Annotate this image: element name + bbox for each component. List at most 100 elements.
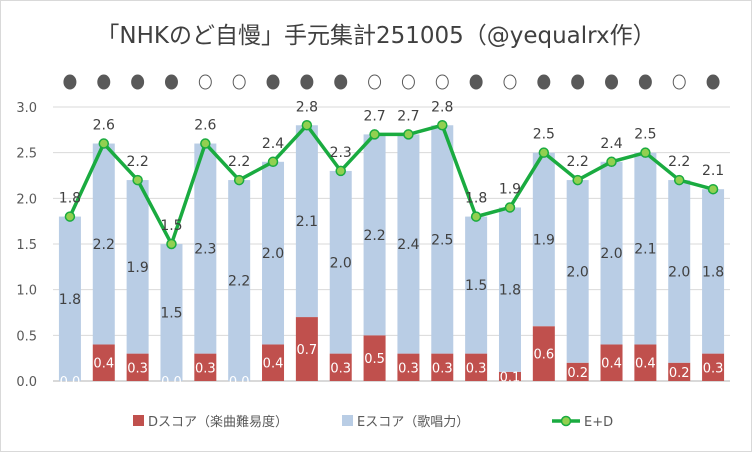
e-score-bar <box>228 180 251 381</box>
e-score-bar <box>600 161 623 345</box>
open-marker-icon <box>503 74 517 90</box>
e-score-bar <box>668 180 691 363</box>
e-score-label: 2.0 <box>600 246 622 262</box>
filled-marker-icon <box>164 74 178 90</box>
e-plus-d-point <box>403 129 414 140</box>
d-score-bar <box>634 344 657 381</box>
d-score-label: 0.4 <box>263 357 284 372</box>
legend-e-label: Eスコア（歌唱力） <box>357 415 469 430</box>
e-plus-d-point <box>166 238 177 250</box>
e-plus-d-point <box>707 183 719 195</box>
open-marker-icon <box>232 74 246 90</box>
d-score-label: 0.5 <box>364 352 385 367</box>
d-score-bar <box>532 326 555 381</box>
filled-marker-icon <box>605 74 619 90</box>
d-score-label: 0.7 <box>297 343 318 358</box>
filled-marker-icon <box>537 74 551 90</box>
e-plus-d-point <box>504 202 516 213</box>
e-score-label: 1.5 <box>160 306 182 322</box>
d-score-bar <box>498 371 521 381</box>
d-score-bar <box>194 353 217 381</box>
open-marker-icon <box>435 74 449 90</box>
d-score-label: 0.1 <box>500 370 521 385</box>
e-plus-d-label: 2.7 <box>363 108 385 124</box>
legend-line-marker <box>560 415 572 427</box>
e-plus-d-label: 2.1 <box>702 163 724 179</box>
filled-marker-icon <box>131 74 145 90</box>
e-score-bar <box>431 125 454 354</box>
e-score-bar <box>262 161 285 345</box>
e-plus-d-label: 2.6 <box>194 118 216 134</box>
e-score-bar <box>465 216 488 354</box>
legend-e-swatch <box>342 415 353 426</box>
y-tick-label: 1.0 <box>16 284 37 299</box>
d-score-label: 0.0 <box>229 375 250 390</box>
e-plus-d-point <box>335 165 346 177</box>
e-plus-d-line <box>68 122 714 249</box>
e-plus-d-label: 1.5 <box>160 218 182 234</box>
d-score-label: 0.0 <box>60 375 81 390</box>
e-plus-d-label: 2.6 <box>93 118 115 134</box>
d-score-bar <box>566 362 589 381</box>
e-score-label: 2.0 <box>567 264 589 280</box>
filled-marker-icon <box>266 74 280 90</box>
e-score-label: 2.2 <box>93 237 115 253</box>
e-score-label: 1.8 <box>499 283 521 299</box>
e-plus-d-point <box>572 174 583 186</box>
legend-line-label: E+D <box>584 415 613 430</box>
d-score-label: 0.4 <box>635 357 656 372</box>
e-score-bar <box>58 216 81 381</box>
e-plus-d-label: 2.7 <box>397 108 419 124</box>
e-score-label: 2.2 <box>363 228 385 244</box>
filled-marker-icon <box>334 74 348 90</box>
e-score-bar <box>295 125 318 318</box>
open-marker-icon <box>401 74 415 90</box>
e-score-label: 1.9 <box>126 260 148 276</box>
d-score-bar <box>363 335 386 381</box>
d-score-label: 0.0 <box>161 375 182 390</box>
e-plus-d-point <box>538 147 550 158</box>
d-score-label: 0.2 <box>567 366 588 381</box>
y-tick-label: 2.5 <box>16 147 37 162</box>
e-score-label: 1.8 <box>59 292 81 308</box>
e-plus-d-point <box>98 138 110 149</box>
e-score-label: 2.0 <box>330 255 352 271</box>
d-score-bar <box>329 353 352 381</box>
e-score-label: 2.0 <box>668 264 690 280</box>
legend-d-swatch <box>133 415 144 426</box>
e-plus-d-point <box>267 156 279 168</box>
e-score-label: 1.8 <box>702 264 724 280</box>
e-plus-d-point <box>64 211 76 222</box>
e-score-bar <box>126 180 149 354</box>
e-plus-d-label: 2.4 <box>262 136 284 152</box>
e-score-label: 2.0 <box>262 246 284 262</box>
e-plus-d-point <box>673 174 685 186</box>
e-plus-d-label: 2.5 <box>634 127 656 143</box>
y-tick-label: 2.0 <box>16 192 37 207</box>
e-plus-d-label: 2.2 <box>126 154 148 170</box>
e-score-label: 2.2 <box>228 274 250 290</box>
filled-marker-icon <box>97 74 111 90</box>
e-plus-d-label: 1.8 <box>59 191 81 207</box>
e-plus-d-label: 1.8 <box>465 191 487 207</box>
d-score-bar <box>600 344 623 381</box>
open-marker-icon <box>368 74 382 90</box>
e-plus-d-label: 2.8 <box>296 99 318 115</box>
d-score-bar <box>465 353 488 381</box>
e-score-bar <box>532 152 555 327</box>
e-plus-d-label: 2.3 <box>330 145 352 161</box>
e-score-bar <box>92 143 115 345</box>
d-score-bar <box>668 362 691 381</box>
e-score-label: 1.5 <box>465 278 487 294</box>
d-score-bar <box>262 344 285 381</box>
filled-marker-icon <box>638 74 652 90</box>
e-plus-d-label: 2.2 <box>228 154 250 170</box>
filled-marker-icon <box>469 74 483 90</box>
e-score-label: 2.4 <box>397 237 419 253</box>
legend-d-label: Dスコア（楽曲難易度） <box>148 414 288 430</box>
e-score-label: 2.1 <box>634 242 656 258</box>
e-score-bar <box>498 207 521 372</box>
d-score-label: 0.3 <box>127 361 148 376</box>
y-tick-label: 0.5 <box>16 329 37 344</box>
